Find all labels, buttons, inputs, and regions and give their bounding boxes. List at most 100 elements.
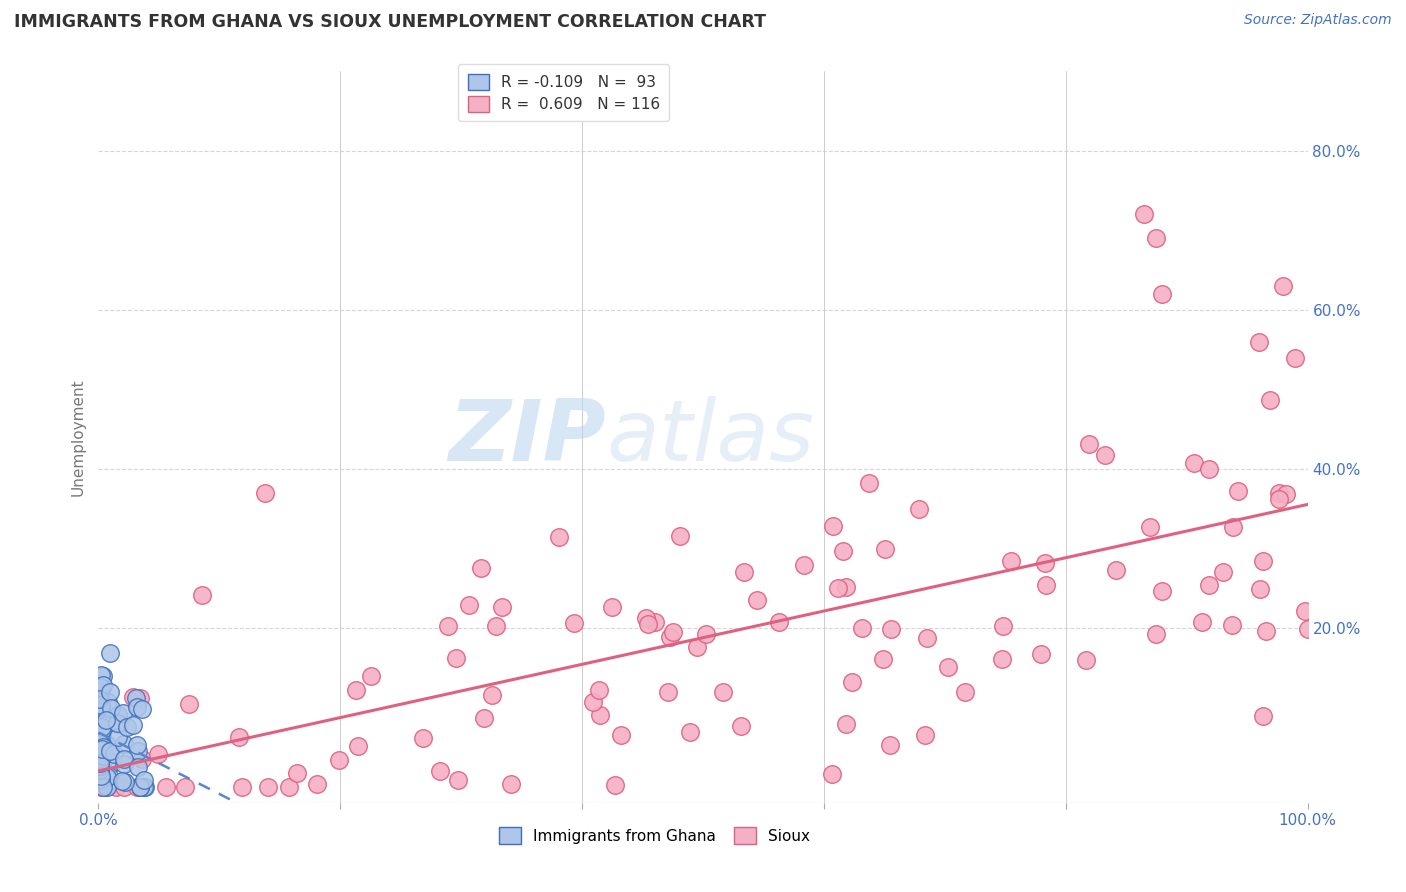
Point (256, 780, 278, 794)
Point (90, 746, 112, 760)
Point (605, 778, 627, 792)
Point (91, 759, 114, 773)
Point (90, 723, 112, 737)
Point (588, 683, 610, 698)
Point (112, 706, 135, 721)
Point (87, 734, 110, 748)
Point (98, 744, 121, 758)
Text: IMMIGRANTS FROM GHANA VS SIOUX UNEMPLOYMENT CORRELATION CHART: IMMIGRANTS FROM GHANA VS SIOUX UNEMPLOYM… (14, 13, 766, 31)
Point (89, 726, 111, 740)
Point (90, 747, 112, 761)
Point (953, 685, 976, 699)
Point (1031, 647, 1053, 661)
Point (1035, 578, 1057, 592)
Point (93, 718, 115, 732)
Text: atlas: atlas (606, 395, 814, 479)
Point (90, 698, 112, 712)
Point (89, 737, 111, 751)
Point (89, 683, 111, 698)
Point (90, 750, 112, 764)
Point (1191, 615, 1213, 629)
Point (89, 699, 111, 714)
Point (914, 728, 936, 742)
Point (90, 701, 112, 715)
Point (491, 599, 513, 614)
Point (472, 711, 495, 725)
Point (1260, 393, 1282, 408)
Point (834, 580, 856, 594)
Point (89, 756, 111, 771)
Point (127, 744, 149, 758)
Point (437, 618, 460, 632)
Point (228, 730, 250, 744)
Point (98, 646, 121, 660)
Point (658, 630, 681, 644)
Point (90, 744, 112, 758)
Point (134, 780, 156, 794)
Point (307, 777, 329, 791)
Point (637, 617, 659, 632)
Point (87, 692, 110, 706)
Point (1198, 462, 1220, 476)
Point (127, 738, 149, 752)
Point (91, 678, 114, 692)
Point (562, 615, 585, 630)
Point (87, 710, 110, 724)
Point (1284, 351, 1306, 365)
Point (908, 501, 931, 516)
Point (98, 769, 121, 783)
Text: Source: ZipAtlas.com: Source: ZipAtlas.com (1244, 13, 1392, 28)
Point (90, 745, 112, 759)
Point (254, 486, 277, 500)
Point (90, 746, 112, 760)
Point (1227, 483, 1250, 498)
Point (91, 668, 114, 682)
Point (129, 780, 152, 794)
Point (285, 766, 308, 780)
Text: ZIP: ZIP (449, 395, 606, 479)
Point (112, 780, 135, 794)
Point (1074, 653, 1097, 667)
Point (548, 530, 571, 544)
Point (90, 714, 112, 728)
Point (1078, 437, 1101, 451)
Point (111, 774, 134, 789)
Point (91, 722, 114, 736)
Point (447, 772, 470, 787)
Point (107, 708, 129, 723)
Point (91, 739, 114, 754)
Point (1254, 624, 1277, 638)
Point (127, 760, 149, 774)
Point (91, 728, 114, 742)
Point (87, 758, 110, 772)
Point (429, 764, 451, 779)
Point (114, 756, 136, 771)
Point (87, 720, 110, 734)
Point (1253, 709, 1275, 723)
Point (1272, 279, 1295, 293)
Point (91, 749, 114, 764)
Point (1220, 618, 1243, 632)
Point (93, 774, 115, 789)
Point (344, 683, 367, 698)
Point (114, 775, 136, 789)
Point (173, 780, 195, 794)
Point (90, 772, 112, 787)
Point (96, 770, 118, 784)
Point (89, 758, 111, 772)
Point (101, 756, 124, 771)
Point (97, 695, 120, 709)
Point (1152, 584, 1174, 599)
Point (131, 701, 153, 715)
Point (851, 622, 873, 636)
Point (328, 753, 350, 767)
Point (1133, 207, 1156, 221)
Point (880, 622, 903, 636)
Point (191, 588, 214, 602)
Point (1249, 582, 1271, 597)
Point (1146, 231, 1168, 245)
Point (589, 708, 612, 723)
Point (89, 760, 111, 774)
Point (91, 720, 114, 734)
Point (112, 737, 135, 751)
